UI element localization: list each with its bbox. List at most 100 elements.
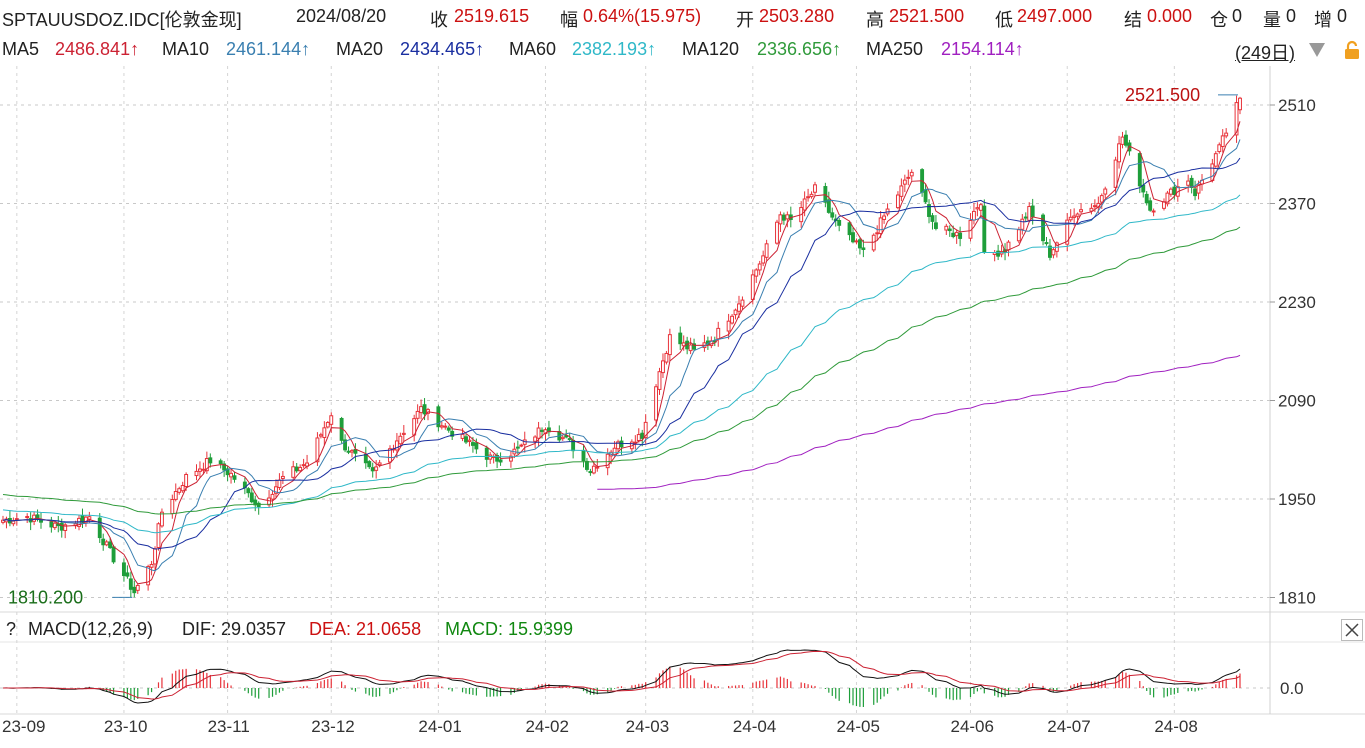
macd-dif-line <box>2 649 1241 704</box>
candle-down <box>947 228 952 232</box>
candle-down <box>540 429 544 432</box>
candle-up <box>654 386 658 421</box>
candle-up <box>806 196 811 199</box>
candle-up <box>177 488 182 493</box>
ma60-line <box>2 194 1241 534</box>
candle-up <box>519 444 524 447</box>
candle-down <box>564 435 569 438</box>
candle-up <box>978 204 983 211</box>
candle-up <box>87 516 92 520</box>
candle-down <box>1172 186 1177 196</box>
ma60-value: 2382.193↑ <box>572 39 657 59</box>
candle-up <box>274 486 278 494</box>
candle-up <box>681 342 686 347</box>
candle-up <box>809 193 814 198</box>
ma10-label: MA10 <box>162 39 210 59</box>
candle-up <box>318 434 323 437</box>
candle-up <box>508 455 513 462</box>
candle-up <box>1117 143 1122 163</box>
candle-up <box>971 210 976 221</box>
candle-down <box>294 466 299 472</box>
candle-up <box>325 422 330 428</box>
candle-up <box>63 524 68 531</box>
candle-down <box>1137 153 1142 187</box>
candle-down <box>222 463 227 471</box>
candle-up <box>1079 209 1083 213</box>
candle-up <box>204 458 209 472</box>
candle-up <box>1 519 5 523</box>
candle-down <box>692 343 697 350</box>
candle-up <box>643 421 648 439</box>
candle-up <box>201 468 206 471</box>
high-label: 高 <box>866 10 884 30</box>
candle-down <box>436 406 441 428</box>
period-days[interactable]: (249日) <box>1235 43 1296 63</box>
macd-dea: DEA: 21.0658 <box>309 619 422 639</box>
close-value: 2519.615 <box>454 6 530 26</box>
help-icon[interactable]: ? <box>6 619 17 639</box>
candle-up <box>1165 192 1170 205</box>
candle-up <box>184 474 189 487</box>
ma20-label: MA20 <box>336 39 384 59</box>
x-tick-label: 23-10 <box>104 717 147 736</box>
candles <box>1 95 1242 598</box>
candle-up <box>533 436 538 442</box>
lock-icon[interactable] <box>1342 40 1362 60</box>
candle-up <box>173 491 178 500</box>
close-icon[interactable] <box>1341 619 1363 641</box>
candle-up <box>536 427 541 439</box>
candle-up <box>1238 97 1242 111</box>
candle-up <box>560 436 565 440</box>
candle-up <box>25 516 30 519</box>
candle-down <box>422 404 427 415</box>
candle-down <box>1041 214 1045 242</box>
dropdown-triangle-icon[interactable] <box>1309 43 1325 57</box>
candle-up <box>785 214 790 220</box>
candle-down <box>826 199 831 213</box>
candle-up <box>657 371 662 390</box>
candle-down <box>367 461 372 468</box>
candle-up <box>291 466 296 478</box>
low-label: 低 <box>995 10 1013 30</box>
candle-up <box>443 425 448 428</box>
candle-up <box>1065 219 1070 245</box>
symbol-name[interactable]: SPTAUUSDOZ.IDC[伦敦金现] <box>2 10 242 30</box>
candle-up <box>616 441 620 450</box>
candle-up <box>1168 188 1173 195</box>
ma120-line <box>2 226 1241 515</box>
position-value: 0 <box>1232 6 1243 26</box>
candle-up <box>667 334 672 356</box>
ma60-label: MA60 <box>509 39 557 59</box>
candle-up <box>153 548 157 565</box>
y-tick-label: 1810 <box>1278 589 1316 608</box>
candle-up <box>612 447 617 456</box>
candle-up <box>170 499 175 515</box>
candle-down <box>208 457 213 464</box>
x-tick-label: 23-09 <box>2 717 45 736</box>
y-tick-label: 2370 <box>1278 195 1316 214</box>
candle-up <box>1196 183 1201 194</box>
ma5-value: 2486.841↑ <box>55 39 140 59</box>
candle-up <box>194 470 199 477</box>
candle-down <box>1023 216 1028 219</box>
low-value: 2497.000 <box>1017 6 1093 26</box>
candle-down <box>49 521 54 528</box>
macd-title[interactable]: MACD(12,26,9) <box>28 619 154 639</box>
candle-up <box>733 309 738 316</box>
ma250-value: 2154.114↑ <box>941 39 1024 59</box>
candle-down <box>1030 205 1035 218</box>
ma250-label: MA250 <box>866 39 924 59</box>
candle-down <box>923 189 928 203</box>
candle-down <box>225 468 230 476</box>
candle-up <box>1120 136 1125 145</box>
candle-up <box>11 520 16 525</box>
candle-up <box>1075 213 1080 217</box>
candle-up <box>439 425 444 428</box>
x-tick-label: 24-01 <box>418 717 461 736</box>
candle-up <box>1103 188 1108 195</box>
candle-up <box>854 240 859 243</box>
ma120-value: 2336.656↑ <box>757 39 842 59</box>
candle-up <box>149 563 154 568</box>
increase-label: 增 <box>1314 10 1332 30</box>
